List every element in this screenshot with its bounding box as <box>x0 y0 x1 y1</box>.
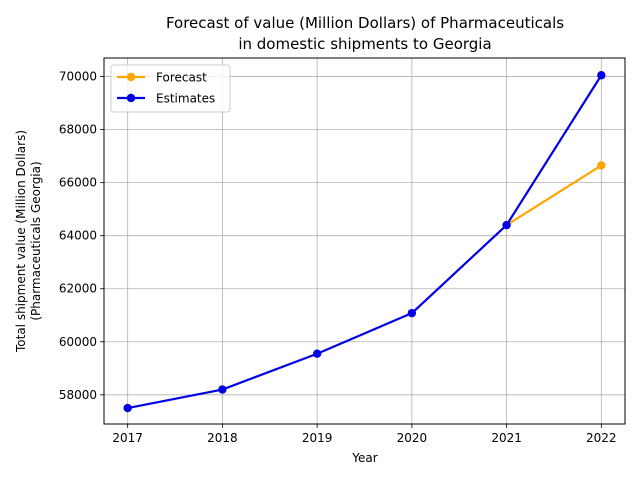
estimates-data-point <box>502 220 511 230</box>
estimates-series-line <box>127 74 603 410</box>
x-tick-label: 2018 <box>207 431 238 445</box>
estimates-data-point <box>123 403 132 413</box>
forecast-data-point <box>597 161 606 170</box>
y-tick-label: 68000 <box>59 123 97 137</box>
chart-title-line-1: Forecast of value (Million Dollars) of P… <box>166 14 564 32</box>
legend-swatch-marker-estimates <box>126 93 136 103</box>
legend-label-forecast: Forecast <box>156 71 207 85</box>
y-tick-label: 58000 <box>59 388 97 402</box>
estimates-data-point <box>597 71 606 80</box>
legend-label-estimates: Estimates <box>156 92 215 106</box>
x-tick-label: 2021 <box>491 431 522 445</box>
y-tick-label: 64000 <box>59 229 97 243</box>
x-tick-label: 2017 <box>112 431 143 445</box>
grid <box>104 58 625 424</box>
x-tick-label: 2020 <box>397 431 428 445</box>
series-layer <box>123 71 606 413</box>
y-axis-label-line-1: Total shipment value (Million Dollars) <box>14 130 28 353</box>
x-axis-label: Year <box>351 451 377 465</box>
legend: Forecast Estimates <box>110 64 231 113</box>
estimates-data-point <box>407 308 417 318</box>
legend-swatch-marker-forecast <box>126 72 136 82</box>
plot-frame <box>103 57 626 425</box>
y-tick-label: 60000 <box>59 335 97 349</box>
x-axis-ticks: 2017 2018 2019 2020 2021 2022 <box>112 424 617 445</box>
forecast-series-line <box>506 164 602 227</box>
chart-title-line-2: in domestic shipments to Georgia <box>238 35 491 53</box>
y-tick-label: 70000 <box>59 70 97 84</box>
y-tick-label: 66000 <box>59 176 97 190</box>
y-axis-ticks: 58000 60000 62000 64000 66000 68000 70000 <box>59 70 104 402</box>
y-tick-label: 62000 <box>59 282 97 296</box>
estimates-data-point <box>312 349 322 358</box>
x-tick-label: 2019 <box>302 431 333 445</box>
estimates-data-point <box>218 385 227 394</box>
y-axis-label-line-2: (Pharmaceuticals Georgia) <box>29 161 43 320</box>
x-tick-label: 2022 <box>586 431 617 445</box>
